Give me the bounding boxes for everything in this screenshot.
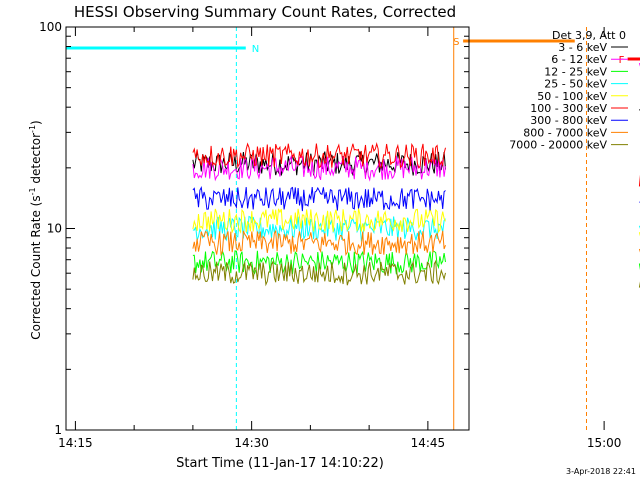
series-layer [192,62,640,288]
y-tick-label: 100 [39,20,62,34]
series-line [192,208,446,234]
legend-label: 300 - 800 keV [530,114,607,127]
legend-header: Det 3,9, Att 0 [552,29,626,42]
x-tick-label: 14:30 [234,436,269,450]
x-tick-label: 14:45 [411,436,446,450]
legend-label: 50 - 100 keV [537,90,607,103]
series-line [192,230,446,257]
series-line [192,142,446,169]
series-line [192,154,446,182]
legend-label: 3 - 6 keV [558,41,607,54]
x-tick-label: 14:15 [58,436,93,450]
flag-letter-n: N [252,44,259,55]
chart-title: HESSI Observing Summary Count Rates, Cor… [74,3,456,21]
legend-label: 800 - 7000 keV [523,126,607,139]
legend-label: 12 - 25 keV [544,65,607,78]
series-line [192,259,446,287]
y-axis-label: Corrected Count Rate (s-1 detector-1) [28,120,43,339]
flag-letter-f: F [619,55,625,66]
y-axis-ticks: 1 10 100 [39,20,469,437]
flags-layer: N S F [66,27,640,430]
legend-label: 25 - 50 keV [544,78,607,91]
series-line [192,185,446,212]
x-axis-label: Start Time (11-Jan-17 14:10:22) [176,456,384,471]
legend-label: 6 - 12 keV [551,53,607,66]
flag-letter-s: S [453,37,459,48]
y-tick-label: 10 [47,222,62,236]
y-tick-label: 1 [54,423,62,437]
legend-label: 100 - 300 keV [530,102,607,115]
legend-label: 7000 - 20000 keV [509,139,607,152]
footer-timestamp: 3-Apr-2018 22:41 [566,467,636,476]
x-tick-label: 15:00 [587,436,622,450]
